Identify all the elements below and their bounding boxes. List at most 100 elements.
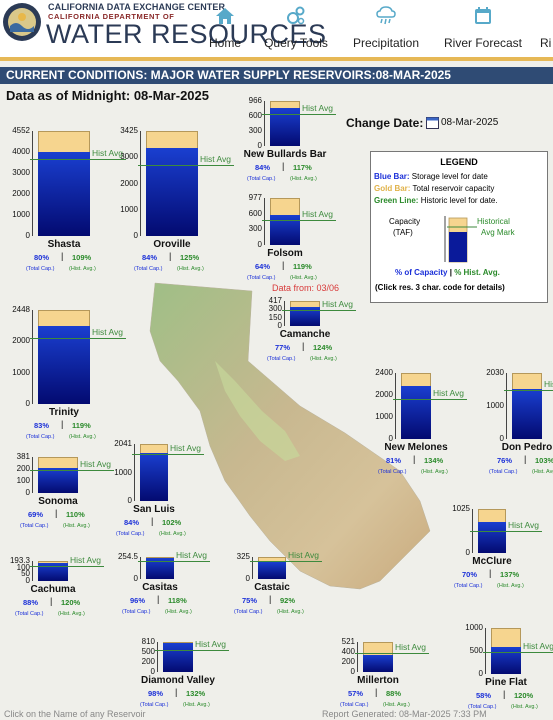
total-cap-caption: (Total Cap.) <box>116 531 145 537</box>
nav-river[interactable]: Ri <box>540 0 553 58</box>
hist-avg-label: Hist Avg <box>195 639 227 649</box>
hist-avg-line <box>504 390 553 391</box>
reservoir-axis <box>134 444 135 501</box>
reservoir-tick-label: 500 <box>141 647 155 656</box>
reservoir-name[interactable]: Trinity <box>48 407 79 418</box>
pct-hist-avg: 88% <box>386 689 402 698</box>
reservoir-name[interactable]: New Bullards Bar <box>243 149 327 160</box>
hist-avg-caption: (Hist. Avg.) <box>183 702 210 708</box>
nav-precipitation[interactable]: Precipitation <box>350 0 422 58</box>
reservoir-name[interactable]: Casitas <box>142 582 178 593</box>
rain-cloud-icon <box>376 6 396 25</box>
pct-separator: | <box>169 251 172 261</box>
reservoir-name[interactable]: San Luis <box>133 504 175 515</box>
hist-avg-caption: (Hist. Avg.) <box>69 434 96 440</box>
reservoir-name[interactable]: Don Pedro <box>501 442 553 453</box>
reservoir-tick-label: 810 <box>141 637 155 646</box>
reservoir-tick-label: 0 <box>25 231 30 240</box>
pct-separator: | <box>302 341 305 351</box>
hist-avg-caption: (Hist. Avg.) <box>69 266 96 272</box>
reservoir-name[interactable]: Oroville <box>153 239 191 250</box>
legend-gold-row: Gold Bar: Total reservoir capacity <box>374 184 494 193</box>
storage-bar <box>258 562 286 579</box>
pct-capacity: 84% <box>124 518 140 527</box>
legend-hist-label-1: Historical <box>477 217 510 226</box>
page-title-bar: CURRENT CONDITIONS: MAJOR WATER SUPPLY R… <box>0 67 553 84</box>
pct-separator: | <box>61 419 64 429</box>
reservoir-name[interactable]: Castaic <box>254 582 290 593</box>
pct-hist-avg: 118% <box>168 596 187 605</box>
storage-bar <box>146 558 174 579</box>
pct-hist-avg: 92% <box>280 596 296 605</box>
legend-pct-capacity: % of Capacity <box>395 268 448 277</box>
reservoir-tick-label: 50 <box>21 569 30 579</box>
hist-avg-label: Hist Avg <box>176 550 208 560</box>
pct-capacity: 70% <box>462 570 478 579</box>
reservoir-tick-label: 1025 <box>452 504 470 513</box>
reservoir-tick-label: 0 <box>25 576 30 585</box>
reservoir-tick-label: 2030 <box>486 368 504 377</box>
reservoir-tick-label: 200 <box>16 464 30 473</box>
reservoir-tick-label: 0 <box>25 488 30 497</box>
reservoir-name[interactable]: Shasta <box>47 239 81 250</box>
storage-bar <box>38 326 90 404</box>
total-cap-caption: (Total Cap.) <box>340 702 369 708</box>
nav-river-forecast[interactable]: River Forecast <box>440 0 526 58</box>
reservoir-name[interactable]: Millerton <box>357 675 399 686</box>
legend-hist-label-2: Avg Mark <box>481 228 515 237</box>
storage-bar <box>363 655 393 672</box>
reservoir-tick-label: 325 <box>236 552 250 561</box>
hist-avg-caption: (Hist. Avg.) <box>383 702 410 708</box>
reservoir-axis <box>357 642 358 672</box>
pct-capacity: 77% <box>275 343 291 352</box>
nav-home[interactable]: Home <box>205 0 245 58</box>
storage-bar <box>512 389 542 439</box>
reservoir-tick-label: 2000 <box>12 336 30 346</box>
reservoir-name[interactable]: Cachuma <box>30 584 76 595</box>
pct-hist-avg: 102% <box>162 518 182 527</box>
reservoir-axis <box>140 131 141 236</box>
header-line-3[interactable]: WATER RESOURCES <box>46 19 327 49</box>
reservoir-tick-label: 500 <box>469 646 483 655</box>
reservoir-name[interactable]: New Melones <box>384 442 448 453</box>
reservoir-axis <box>252 557 253 579</box>
reservoir-name[interactable]: Sonoma <box>38 496 78 507</box>
reservoir-tick-label: 0 <box>133 231 138 240</box>
pct-hist-avg: 124% <box>313 343 333 352</box>
dwr-seal-logo[interactable] <box>2 2 42 42</box>
hist-avg-line <box>262 220 336 221</box>
total-cap-caption: (Total Cap.) <box>454 583 483 589</box>
hist-avg-line <box>262 114 336 115</box>
pct-separator: | <box>375 687 378 697</box>
reservoir-axis <box>264 101 265 146</box>
pct-separator: | <box>413 454 416 464</box>
reservoir-tick-label: 193.3 <box>9 556 30 565</box>
total-cap-caption: (Total Cap.) <box>489 469 518 475</box>
pct-hist-avg: 109% <box>72 253 92 262</box>
pct-hist-avg: 119% <box>72 421 91 430</box>
reservoir-name[interactable]: Folsom <box>267 248 303 259</box>
pct-separator: | <box>61 251 64 261</box>
reservoir-name[interactable]: Diamond Valley <box>141 675 215 686</box>
pct-separator: | <box>282 161 285 171</box>
calendar-icon[interactable] <box>426 116 439 129</box>
nav-query-tools[interactable]: Query Tools <box>262 0 330 58</box>
legend-blue-row: Blue Bar: Storage level for date <box>374 172 488 181</box>
reservoir-name[interactable]: McClure <box>472 556 512 567</box>
home-icon <box>216 8 234 24</box>
legend-blue-key: Blue Bar: <box>374 172 410 181</box>
pct-hist-avg: 119% <box>293 262 312 271</box>
storage-bar <box>401 386 431 439</box>
reservoir-tick-label: 1000 <box>114 467 132 477</box>
hist-avg-line <box>138 165 234 166</box>
change-date-value[interactable]: 08-Mar-2025 <box>441 117 499 128</box>
reservoir-name[interactable]: Pine Flat <box>485 677 527 688</box>
hist-avg-line <box>393 399 467 400</box>
hist-avg-label: Hist Avg <box>92 327 124 337</box>
legend-green-row: Green Line: Historic level for date. <box>374 196 498 205</box>
reservoir-tick-label: 2000 <box>375 390 393 399</box>
legend-green-key: Green Line: <box>374 196 419 205</box>
reservoir-name[interactable]: Camanche <box>279 329 331 340</box>
reservoir-tick-label: 2448 <box>12 305 30 314</box>
total-cap-caption: (Total Cap.) <box>468 704 497 710</box>
